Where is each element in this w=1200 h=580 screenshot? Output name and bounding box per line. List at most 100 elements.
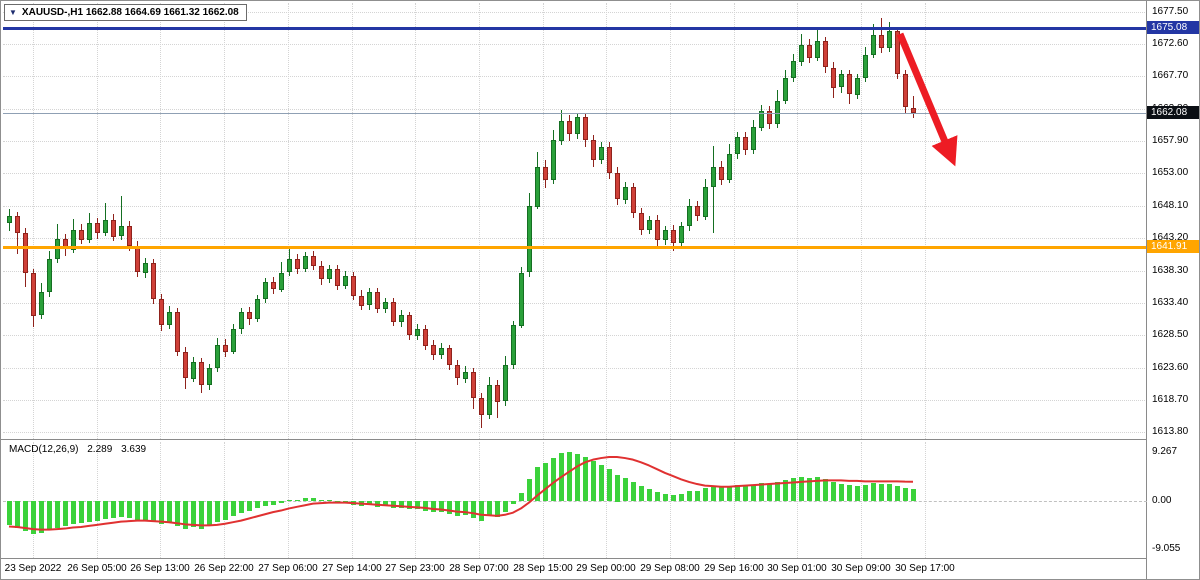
macd-histogram-bar	[911, 489, 916, 501]
macd-histogram-bar	[239, 501, 244, 513]
macd-histogram-bar	[207, 501, 212, 526]
gridline-horizontal	[3, 12, 1147, 13]
macd-value: 2.289	[87, 444, 113, 455]
candle-body	[647, 220, 652, 230]
candle-body	[271, 282, 276, 289]
chart-title-bar: ▼ XAUUSD-,H1 1662.88 1664.69 1661.32 166…	[4, 4, 247, 21]
candle-body	[55, 239, 60, 259]
macd-histogram-bar	[359, 501, 364, 506]
support-line[interactable]	[3, 246, 1147, 249]
time-axis-label: 27 Sep 14:00	[322, 563, 382, 574]
macd-histogram-bar	[191, 501, 196, 527]
candle-body	[599, 147, 604, 160]
macd-histogram-bar	[887, 484, 892, 501]
macd-histogram-bar	[311, 498, 316, 501]
gridline-horizontal	[3, 141, 1147, 142]
candle-body	[607, 147, 612, 173]
time-axis-label: 26 Sep 22:00	[194, 563, 254, 574]
current-price-line	[3, 113, 1147, 114]
candle-body	[103, 220, 108, 233]
macd-histogram-bar	[159, 501, 164, 524]
macd-histogram-bar	[623, 478, 628, 501]
macd-histogram-bar	[855, 486, 860, 501]
macd-tick-label: -9.055	[1152, 543, 1181, 554]
candle-body	[455, 365, 460, 378]
macd-histogram-bar	[55, 501, 60, 528]
gridline-vertical	[224, 442, 225, 558]
macd-histogram-bar	[471, 501, 476, 518]
candle-body	[495, 385, 500, 402]
price-tick-label: 1638.30	[1152, 265, 1189, 276]
panel-splitter[interactable]	[1, 439, 1146, 440]
macd-histogram-bar	[575, 454, 580, 501]
gridline-vertical	[861, 442, 862, 558]
symbol-dropdown-icon[interactable]: ▼	[9, 8, 17, 17]
time-axis-label: 30 Sep 09:00	[831, 563, 891, 574]
gridline-horizontal	[3, 206, 1147, 207]
candle-body	[391, 302, 396, 322]
macd-histogram-bar	[527, 479, 532, 501]
gridline-vertical	[670, 3, 671, 439]
gridline-vertical	[861, 3, 862, 439]
candle-body	[159, 299, 164, 325]
gridline-vertical	[33, 3, 34, 439]
time-axis-label: 30 Sep 17:00	[895, 563, 955, 574]
candle-body	[887, 31, 892, 48]
candle-body	[783, 78, 788, 101]
candle-body	[247, 312, 252, 319]
candle-body	[871, 35, 876, 55]
macd-histogram-bar	[351, 501, 356, 505]
chart-title: XAUUSD-,H1 1662.88 1664.69 1661.32 1662.…	[21, 7, 239, 18]
time-axis-label: 27 Sep 06:00	[258, 563, 318, 574]
macd-histogram-bar	[39, 501, 44, 533]
candle-wick	[17, 212, 18, 254]
macd-histogram-bar	[663, 494, 668, 501]
macd-histogram-bar	[815, 477, 820, 501]
macd-histogram-bar	[775, 482, 780, 501]
candle-body	[631, 187, 636, 213]
candle-body	[791, 61, 796, 78]
candle-body	[7, 216, 12, 223]
macd-histogram-bar	[743, 486, 748, 501]
candle-body	[735, 137, 740, 154]
macd-histogram-bar	[607, 469, 612, 501]
macd-histogram-bar	[895, 486, 900, 501]
price-axis-divider	[1146, 1, 1147, 579]
candle-body	[727, 154, 732, 180]
macd-histogram-bar	[487, 501, 492, 516]
macd-histogram-bar	[199, 501, 204, 529]
gridline-vertical	[543, 3, 544, 439]
gridline-vertical	[734, 3, 735, 439]
macd-histogram-bar	[447, 501, 452, 514]
gridline-vertical	[479, 442, 480, 558]
candle-body	[447, 348, 452, 365]
macd-histogram-bar	[847, 485, 852, 501]
candle-body	[415, 329, 420, 336]
candle-body	[23, 233, 28, 273]
candle-body	[383, 302, 388, 309]
candle-wick	[105, 203, 106, 236]
candle-body	[863, 55, 868, 78]
macd-histogram-bar	[151, 501, 156, 522]
gridline-horizontal	[3, 76, 1147, 77]
macd-histogram-bar	[127, 501, 132, 518]
candle-body	[543, 167, 548, 180]
resistance-line[interactable]	[3, 27, 1147, 30]
candle-wick	[913, 96, 914, 118]
candle-body	[279, 273, 284, 290]
candle-body	[895, 31, 900, 74]
candle-body	[47, 259, 52, 292]
resistance-price-badge: 1675.08	[1147, 21, 1199, 34]
candle-body	[263, 282, 268, 299]
candle-body	[319, 266, 324, 279]
macd-histogram-bar	[183, 501, 188, 529]
candle-body	[711, 167, 716, 187]
candle-body	[471, 372, 476, 398]
macd-histogram-bar	[727, 486, 732, 501]
support-price-badge: 1641.91	[1147, 240, 1199, 253]
macd-signal-line	[8, 456, 914, 531]
candle-body	[87, 223, 92, 240]
candle-body	[639, 213, 644, 230]
macd-histogram-bar	[103, 501, 108, 519]
candle-body	[559, 121, 564, 141]
